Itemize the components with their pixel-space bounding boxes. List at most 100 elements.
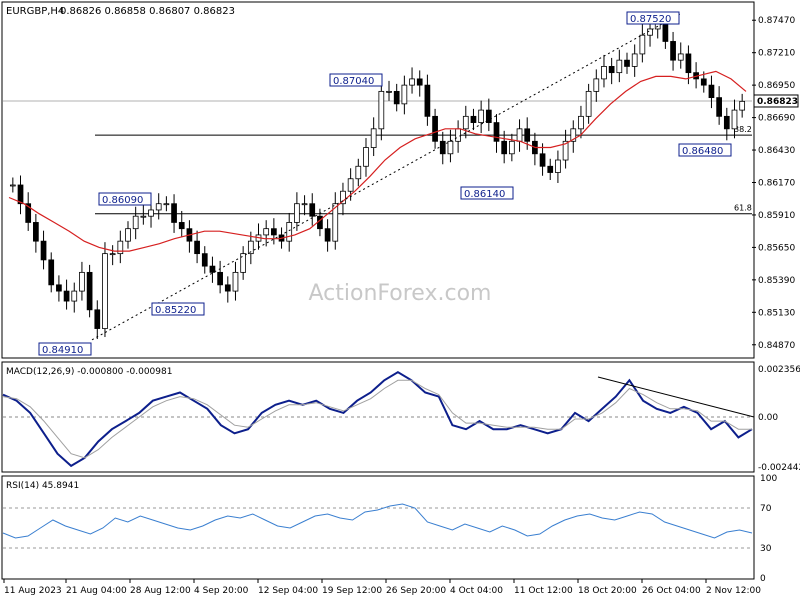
- candle-body: [94, 309, 101, 329]
- candle-body: [140, 215, 147, 218]
- candle-body: [9, 184, 16, 187]
- candle-body: [723, 115, 730, 130]
- moving-average-line: [8, 70, 747, 252]
- x-tick-label: 26 Oct 04:00: [642, 586, 701, 596]
- candle-body: [25, 203, 32, 223]
- candle-body: [340, 190, 346, 205]
- candle-body: [63, 290, 70, 302]
- price-tick-label: 0.85650: [758, 243, 795, 253]
- candle-body: [332, 203, 339, 242]
- candle-body: [79, 271, 85, 292]
- candle-body: [409, 78, 415, 86]
- x-tick-label: 11 Oct 12:00: [514, 586, 573, 596]
- candle-body: [271, 228, 277, 236]
- candle-body: [616, 59, 623, 74]
- x-tick-label: 18 Oct 20:00: [578, 586, 637, 596]
- candle-body: [355, 165, 362, 180]
- candle-body: [608, 66, 615, 74]
- candle-body: [631, 53, 638, 67]
- candle-body: [109, 253, 116, 256]
- candle-body: [232, 271, 239, 292]
- candle-body: [685, 53, 692, 74]
- candle-body: [240, 253, 247, 273]
- macd-layer: [2, 371, 755, 468]
- price-annotation-label: 0.86140: [464, 189, 505, 200]
- candle-body: [209, 265, 216, 273]
- price-annotation-box: [151, 302, 205, 316]
- macd-tick-label: -0.002442: [758, 463, 800, 473]
- candle-body: [224, 284, 231, 292]
- candle-body: [401, 84, 408, 105]
- x-tick-label: 26 Sep 20:00: [386, 586, 446, 596]
- candle-body: [424, 84, 431, 117]
- x-tick-label: 19 Sep 12:00: [322, 586, 382, 596]
- candle-body: [585, 90, 592, 117]
- x-tick-label: 4 Oct 04:00: [450, 586, 503, 596]
- candle-body: [48, 259, 55, 286]
- fib-label: 61.8: [734, 204, 752, 213]
- price-annotation-box: [626, 11, 680, 25]
- candle-body: [386, 90, 392, 93]
- candle-body: [601, 66, 607, 80]
- price-annotation-box: [460, 186, 514, 200]
- candle-body: [524, 128, 531, 142]
- candle-body: [677, 53, 684, 61]
- candle-body: [470, 115, 477, 123]
- candle-body: [716, 97, 722, 117]
- x-tick-label: 28 Aug 12:00: [130, 586, 191, 596]
- candle-body: [639, 34, 646, 55]
- macd-tick-label: 0.002356: [758, 365, 800, 375]
- candle-body: [363, 147, 369, 167]
- macd-descending-trendline: [597, 376, 755, 418]
- candle-body: [247, 240, 254, 255]
- candle-body: [148, 209, 154, 217]
- price-annotation-label: 0.86090: [102, 195, 143, 206]
- candle-body: [309, 203, 316, 217]
- candle-body: [731, 109, 738, 130]
- chart-header-ohlc: 0.86826 0.86858 0.86807 0.86823: [60, 6, 235, 17]
- rsi-tick-label: 70: [760, 504, 772, 514]
- candle-body: [455, 128, 461, 142]
- rsi-line: [2, 503, 753, 539]
- candle-body: [33, 222, 39, 242]
- price-annotation-label: 0.86480: [682, 146, 723, 157]
- price-tick-label: 0.86950: [758, 81, 795, 91]
- price-tick-label: 0.85130: [758, 308, 795, 318]
- candle-body: [539, 153, 546, 167]
- candle-body: [163, 203, 170, 206]
- candle-body: [624, 59, 630, 67]
- candle-body: [132, 215, 139, 230]
- x-tick-label: 21 Aug 04:00: [66, 586, 127, 596]
- candle-body: [286, 222, 293, 242]
- price-tick-label: 0.87470: [758, 16, 795, 26]
- price-panel-frame: [1, 1, 755, 359]
- price-annotation-box: [38, 342, 92, 356]
- candle-body: [485, 109, 492, 123]
- price-annotation-box: [329, 73, 383, 87]
- candle-body: [102, 253, 108, 329]
- candle-body: [217, 271, 223, 286]
- candle-body: [516, 128, 523, 142]
- price-annotation-box: [678, 143, 732, 157]
- candle-body: [708, 84, 715, 99]
- price-annotation-box: [98, 192, 152, 206]
- price-tick-label: 0.84870: [758, 341, 795, 351]
- current-price-label: 0.86823: [757, 97, 798, 107]
- candle-body: [493, 122, 500, 142]
- candle-body: [547, 165, 554, 173]
- candle-body: [17, 184, 24, 205]
- candle-body: [508, 140, 515, 155]
- price-annotation-label: 0.87520: [630, 14, 671, 25]
- candle-body: [171, 203, 177, 223]
- axis-layer: 0.87470 0.87210 0.86950 0.86690 0.86430 0.861…: [3, 16, 800, 596]
- candle-body: [439, 140, 446, 155]
- candle-body: [263, 228, 270, 236]
- price-annotation-label: 0.87040: [333, 76, 374, 87]
- candle-body: [324, 228, 331, 242]
- price-tick-label: 0.86430: [758, 146, 795, 156]
- rsi-title: RSI(14) 45.8941: [6, 481, 79, 491]
- candle-body: [370, 128, 377, 148]
- current-price-box: [753, 94, 799, 108]
